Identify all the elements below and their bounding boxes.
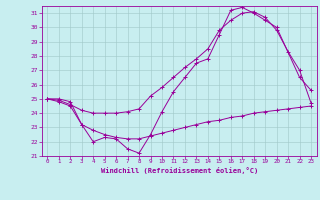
X-axis label: Windchill (Refroidissement éolien,°C): Windchill (Refroidissement éolien,°C) [100,167,258,174]
